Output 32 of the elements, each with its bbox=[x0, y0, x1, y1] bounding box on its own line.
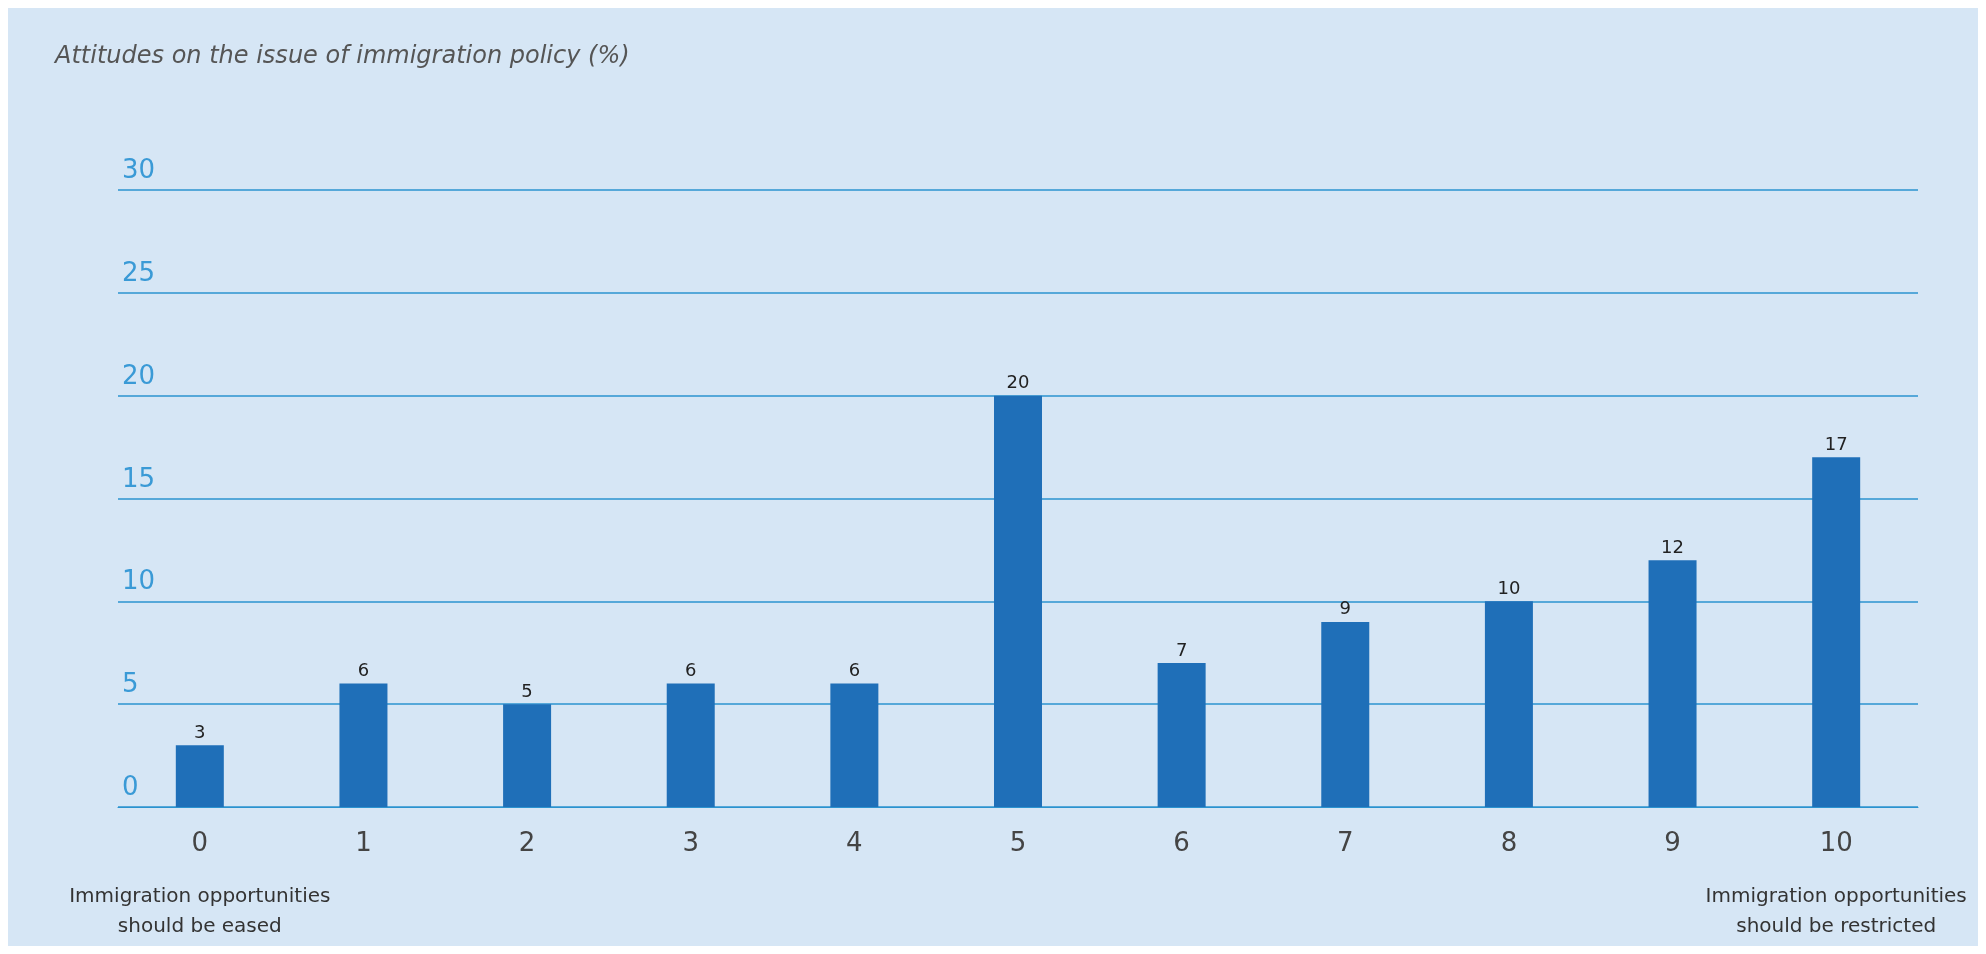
chart-title: Attitudes on the issue of immigration policy (%) bbox=[53, 41, 630, 69]
data-label: 20 bbox=[1006, 371, 1030, 393]
y-tick-label: 10 bbox=[122, 565, 156, 596]
x-tick-label: 3 bbox=[682, 827, 699, 857]
data-label: 9 bbox=[1339, 597, 1351, 619]
x-tick-label: 2 bbox=[518, 827, 536, 857]
x-tick-label: 4 bbox=[846, 827, 863, 857]
x-tick-label: 9 bbox=[1664, 827, 1681, 857]
data-label: 6 bbox=[357, 659, 370, 681]
y-tick-label: 30 bbox=[122, 154, 156, 184]
data-label: 5 bbox=[521, 679, 533, 701]
data-label: 17 bbox=[1824, 432, 1848, 454]
text: Immigration opportunities should be eased bbox=[69, 883, 331, 937]
y-tick-label: 25 bbox=[122, 256, 156, 287]
y-tick-label: 0 bbox=[122, 771, 139, 801]
x-tick-label: 5 bbox=[1009, 827, 1027, 857]
x-tick-label: 7 bbox=[1337, 827, 1354, 857]
data-label: 3 bbox=[194, 720, 206, 742]
x-tick-label: 10 bbox=[1819, 827, 1853, 857]
data-label: 6 bbox=[685, 659, 697, 681]
data-label: 6 bbox=[848, 659, 861, 681]
x-tick-label: 1 bbox=[355, 827, 372, 857]
y-tick-label: 20 bbox=[122, 359, 156, 390]
y-tick-label: 15 bbox=[122, 462, 156, 493]
x-tick-label: 6 bbox=[1173, 827, 1190, 857]
y-tick-label: 5 bbox=[122, 668, 139, 699]
x-tick-label: 0 bbox=[191, 827, 209, 857]
data-label: 12 bbox=[1661, 535, 1684, 557]
text: Immigration opportunities should be restricted bbox=[1705, 883, 1967, 937]
data-label: 7 bbox=[1175, 638, 1188, 660]
x-tick-label: 8 bbox=[1500, 827, 1518, 857]
data-label: 10 bbox=[1497, 576, 1521, 598]
